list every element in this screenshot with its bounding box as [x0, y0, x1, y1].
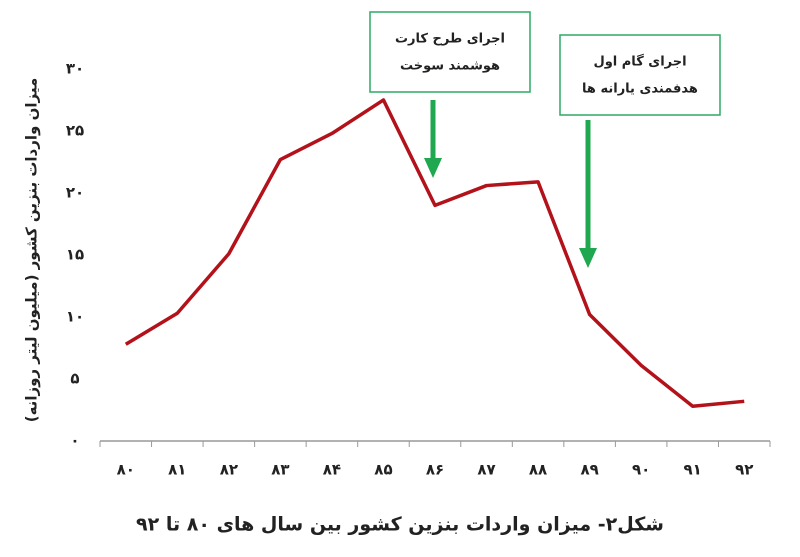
annotation-box — [559, 34, 721, 116]
y-tick-label: ۲۰ — [66, 184, 84, 202]
y-tick-label: ۳۰ — [66, 60, 84, 78]
annotation-text: هوشمند سوخت — [400, 59, 500, 74]
x-tick-label: ۹۲ — [735, 461, 753, 479]
x-tick-label: ۸۰ — [117, 461, 135, 479]
x-tick-label: ۸۴ — [323, 461, 341, 479]
y-tick-label: ۰ — [70, 432, 79, 450]
annotation-arrowhead — [424, 158, 442, 178]
caption: شکل۲- میزان واردات بنزین کشور بین سال ها… — [136, 514, 664, 536]
x-tick-label: ۸۹ — [580, 461, 598, 479]
annotation-box — [369, 11, 531, 93]
x-tick-label: ۹۱ — [684, 461, 702, 479]
x-tick-label: ۸۷ — [477, 461, 495, 479]
y-tick-label: ۵ — [70, 370, 79, 388]
x-tick-label: ۸۱ — [168, 461, 186, 479]
x-tick-label: ۸۶ — [426, 461, 444, 479]
y-axis-label: میزان واردات بنزین کشور (میلیون لیتر روز… — [23, 78, 41, 423]
x-tick-label: ۸۸ — [529, 461, 547, 479]
y-tick-label: ۱۵ — [66, 246, 84, 264]
x-tick-label: ۸۲ — [220, 461, 238, 479]
annotation-text: اجرای طرح کارت — [395, 32, 505, 47]
y-tick-label: ۲۵ — [66, 122, 84, 140]
x-tick-label: ۹۰ — [632, 461, 650, 479]
x-tick-label: ۸۳ — [271, 461, 289, 479]
annotation-arrowhead — [579, 248, 597, 268]
line-series — [124, 98, 745, 409]
x-tick-label: ۸۵ — [374, 461, 392, 479]
annotation-text: اجرای گام اول — [593, 54, 686, 70]
y-tick-label: ۱۰ — [66, 308, 84, 326]
annotation-text: هدفمندی یارانه ها — [582, 82, 698, 97]
